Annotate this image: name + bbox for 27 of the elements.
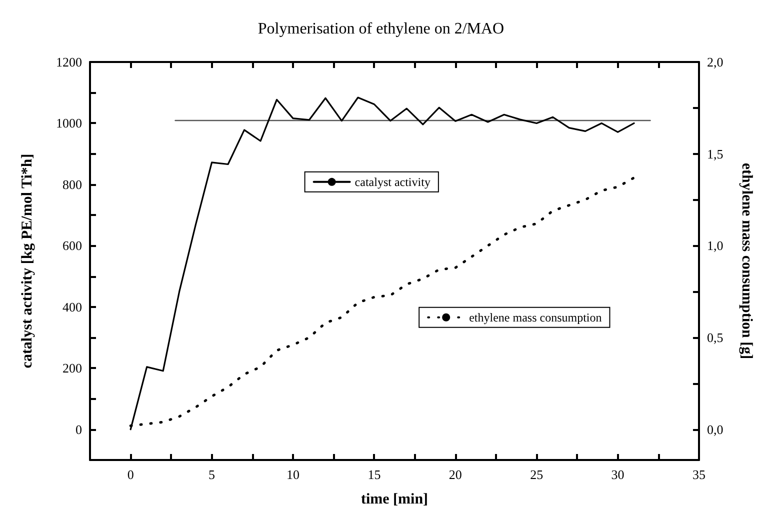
x-tick-label: 15 bbox=[368, 467, 381, 482]
x-axis-title: time [min] bbox=[360, 492, 428, 508]
x-tick-label: 35 bbox=[692, 467, 706, 482]
x-tick-label: 25 bbox=[530, 467, 544, 482]
y-tick-label: 1200 bbox=[56, 54, 82, 70]
y-tick-label: 0 bbox=[76, 422, 82, 437]
y2-tick-label: 2,0 bbox=[707, 54, 724, 70]
y-axis-title: catalyst activity [kg PE/mol Ti*h] bbox=[20, 154, 36, 368]
y-tick-label: 400 bbox=[62, 299, 82, 314]
x-tick-label: 0 bbox=[127, 467, 134, 482]
x-tick-label: 30 bbox=[611, 467, 624, 482]
line-series bbox=[130, 96, 635, 430]
y-tick-label: 800 bbox=[62, 176, 82, 192]
legend-label: catalyst activity bbox=[354, 174, 430, 189]
x-tick-label: 5 bbox=[208, 467, 216, 482]
x-tick-label: 20 bbox=[448, 467, 462, 482]
x-tick-label: 10 bbox=[286, 467, 300, 482]
y2-tick-label: 0,0 bbox=[707, 422, 724, 437]
y2-tick-label: 1,5 bbox=[707, 146, 724, 162]
y2-tick-label: 0,5 bbox=[707, 330, 724, 346]
y2-tick-label: 1,0 bbox=[707, 238, 724, 254]
y2-axis-title: ethylene mass consumption [g] bbox=[738, 162, 754, 360]
y-tick-label: 1000 bbox=[56, 116, 82, 131]
chart-title: Polymerisation of ethylene on 2/MAO bbox=[258, 20, 504, 38]
legend-label: ethylene mass consumption bbox=[469, 310, 602, 324]
y-tick-label: 600 bbox=[62, 238, 82, 254]
y-tick-label: 200 bbox=[62, 360, 82, 376]
